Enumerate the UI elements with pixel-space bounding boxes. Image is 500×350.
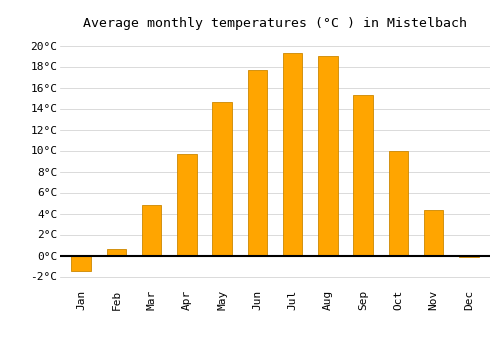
Bar	[177, 154, 197, 256]
Bar	[142, 205, 162, 256]
Bar	[354, 95, 373, 256]
Bar	[248, 70, 267, 255]
Bar	[212, 102, 232, 256]
Bar	[318, 56, 338, 255]
Title: Average monthly temperatures (°C ) in Mistelbach: Average monthly temperatures (°C ) in Mi…	[83, 17, 467, 30]
Bar	[459, 256, 478, 257]
Bar	[283, 53, 302, 255]
Bar	[388, 150, 408, 256]
Bar	[106, 249, 126, 256]
Bar	[72, 256, 91, 271]
Bar	[424, 210, 444, 256]
